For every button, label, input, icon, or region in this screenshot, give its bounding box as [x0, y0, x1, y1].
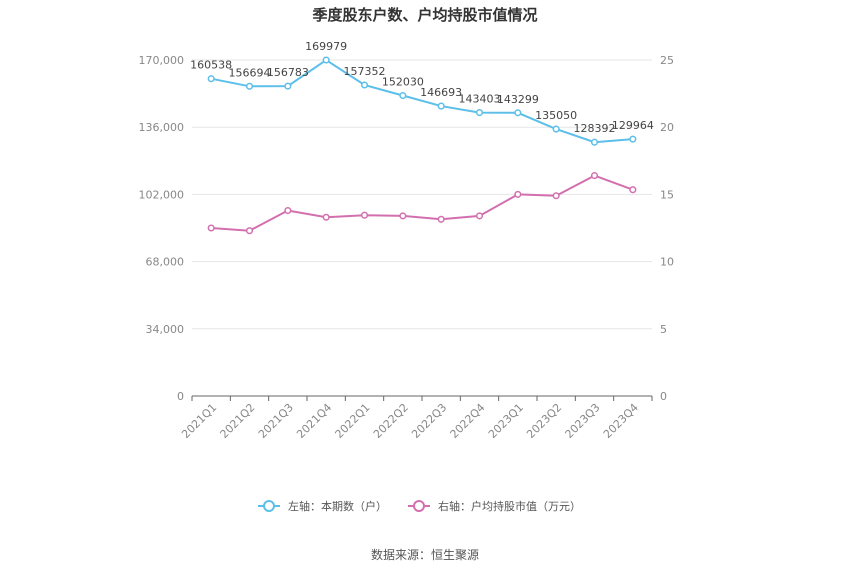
data-label: 152030 [382, 76, 424, 89]
data-point [245, 227, 254, 235]
x-tick-label: 2021Q3 [256, 401, 296, 441]
series-line-1 [210, 58, 633, 144]
x-tick-label: 2023Q1 [486, 401, 526, 441]
left-tick-label: 0 [177, 390, 184, 403]
data-point [629, 135, 637, 143]
data-point [629, 186, 637, 194]
data-point [360, 211, 369, 219]
legend-swatch-marker [413, 500, 425, 512]
legend-label: 左轴：本期数（户） [288, 499, 387, 513]
grid [192, 59, 652, 330]
data-point [207, 75, 215, 83]
source-note: 数据来源：恒生聚源 [371, 547, 479, 562]
right-tick-label: 0 [660, 390, 667, 403]
x-tick-label: 2022Q4 [448, 401, 488, 441]
data-point [322, 213, 330, 221]
x-tick-label: 2021Q2 [218, 401, 258, 441]
right-tick-label: 5 [660, 323, 667, 336]
data-label: 146693 [420, 86, 462, 99]
data-label: 128392 [574, 122, 616, 135]
x-axis: 2021Q12021Q22021Q32021Q42022Q12022Q22022… [179, 395, 653, 441]
legend-swatch-marker [263, 500, 275, 512]
left-tick-label: 34,000 [146, 323, 185, 336]
left-tick-label: 170,000 [139, 54, 185, 67]
right-tick-label: 15 [660, 188, 674, 201]
data-point [514, 190, 522, 198]
data-point [514, 109, 522, 117]
data-point [437, 215, 445, 223]
x-tick-label: 2022Q2 [371, 401, 411, 441]
data-label: 129964 [612, 119, 654, 132]
data-point [207, 224, 215, 232]
data-point [360, 81, 369, 89]
data-point [245, 82, 254, 90]
data-label: 157352 [344, 65, 386, 78]
x-tick-label: 2021Q4 [294, 401, 334, 441]
x-tick-label: 2023Q4 [601, 401, 641, 441]
data-point [322, 56, 330, 64]
data-point [552, 192, 560, 200]
data-point [475, 109, 484, 117]
data-label: 156694 [229, 66, 271, 79]
data-point [475, 212, 484, 220]
right-tick-label: 10 [660, 256, 674, 269]
data-point [552, 125, 560, 133]
data-point [437, 102, 445, 110]
legend: 左轴：本期数（户） 右轴：户均持股市值（万元） [258, 499, 581, 513]
series-line-2 [211, 174, 634, 232]
data-label: 160538 [190, 59, 232, 72]
data-point [284, 206, 292, 215]
data-point [284, 82, 292, 90]
left-tick-label: 136,000 [139, 121, 185, 134]
x-tick-label: 2023Q2 [524, 401, 564, 441]
right-axis: 0 5 10 15 20 25 [660, 54, 674, 403]
data-point [590, 172, 599, 180]
left-axis: 0 34,000 68,000 102,000 136,000 170,000 [139, 54, 185, 403]
data-point [590, 138, 599, 146]
right-tick-label: 25 [660, 54, 674, 67]
right-tick-label: 20 [660, 121, 674, 134]
data-label: 143403 [459, 93, 501, 106]
left-tick-label: 102,000 [139, 188, 185, 201]
left-tick-label: 68,000 [146, 256, 185, 269]
x-tick-label: 2022Q1 [333, 401, 373, 441]
data-point [399, 212, 407, 220]
x-tick-label: 2021Q1 [179, 401, 219, 441]
legend-label: 右轴：户均持股市值（万元） [438, 499, 581, 513]
data-label: 169979 [305, 40, 347, 53]
data-label: 135050 [535, 109, 577, 122]
chart-title: 季度股东户数、户均持股市值情况 [312, 6, 537, 24]
data-point [399, 91, 407, 100]
data-label: 156783 [267, 66, 309, 79]
data-label: 143299 [497, 93, 539, 106]
x-tick-label: 2022Q3 [409, 401, 449, 441]
x-tick-label: 2023Q3 [563, 401, 603, 441]
